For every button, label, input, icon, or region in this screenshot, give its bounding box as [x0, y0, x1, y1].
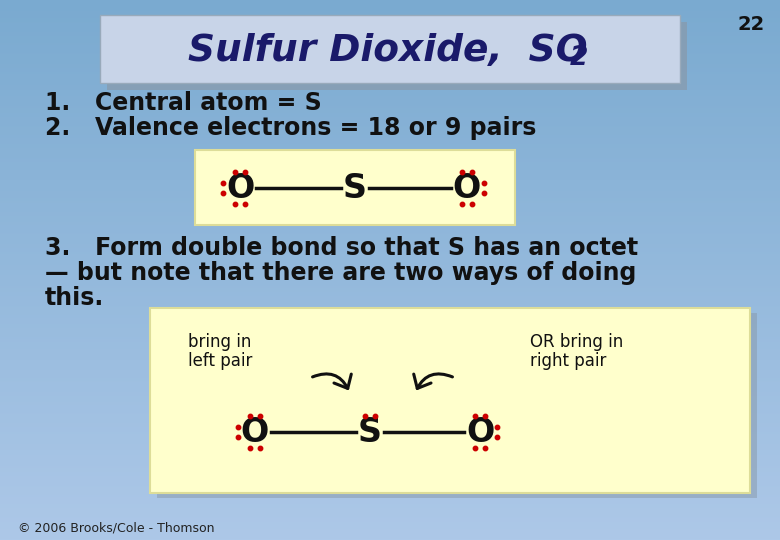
Text: OR bring in: OR bring in — [530, 333, 623, 351]
Text: 1.   Central atom = S: 1. Central atom = S — [45, 91, 321, 115]
Text: bring in: bring in — [188, 333, 251, 351]
FancyBboxPatch shape — [107, 22, 687, 90]
Text: O: O — [466, 415, 494, 449]
FancyBboxPatch shape — [195, 150, 515, 225]
Text: © 2006 Brooks/Cole - Thomson: © 2006 Brooks/Cole - Thomson — [18, 522, 214, 535]
Text: O: O — [241, 415, 269, 449]
Text: 22: 22 — [738, 15, 765, 34]
Text: this.: this. — [45, 286, 105, 310]
FancyArrowPatch shape — [413, 374, 452, 388]
FancyArrowPatch shape — [313, 374, 351, 388]
Text: — but note that there are two ways of doing: — but note that there are two ways of do… — [45, 261, 636, 285]
Text: Sulfur Dioxide,  SO: Sulfur Dioxide, SO — [188, 33, 588, 69]
Text: 2: 2 — [570, 45, 588, 71]
FancyBboxPatch shape — [100, 15, 680, 83]
Text: left pair: left pair — [188, 352, 253, 370]
Text: right pair: right pair — [530, 352, 606, 370]
Text: O: O — [453, 172, 481, 205]
Text: 3.   Form double bond so that S has an octet: 3. Form double bond so that S has an oct… — [45, 236, 638, 260]
FancyBboxPatch shape — [157, 313, 757, 498]
Text: S: S — [358, 415, 382, 449]
Text: 2.   Valence electrons = 18 or 9 pairs: 2. Valence electrons = 18 or 9 pairs — [45, 116, 537, 140]
Text: S: S — [343, 172, 367, 205]
FancyBboxPatch shape — [150, 308, 750, 493]
Text: O: O — [226, 172, 254, 205]
